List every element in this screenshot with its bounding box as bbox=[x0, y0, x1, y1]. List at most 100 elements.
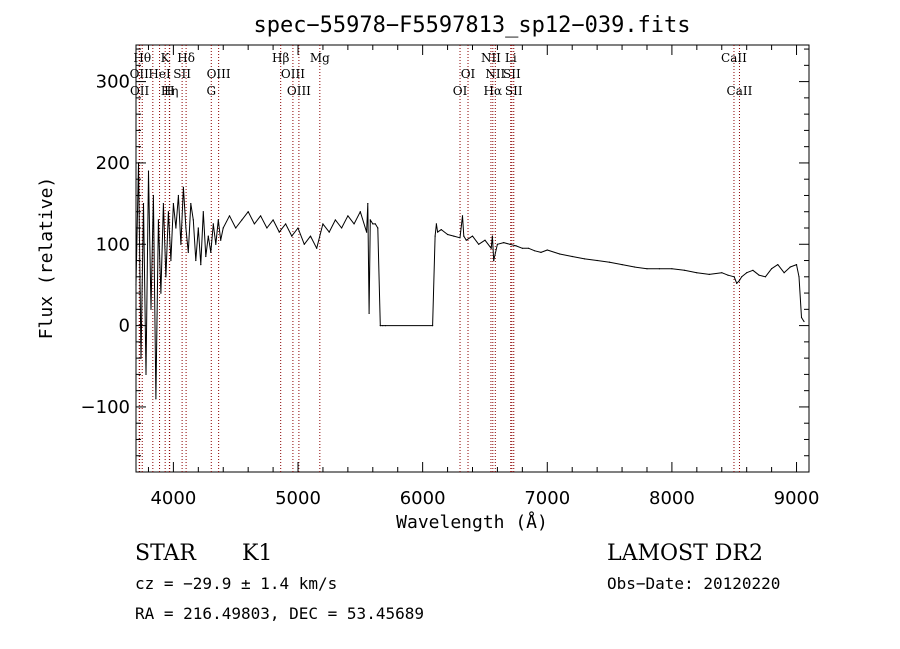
spectrum-point bbox=[220, 239, 222, 241]
spectrum-point bbox=[297, 227, 299, 229]
spectrum-point bbox=[777, 264, 779, 266]
spectrum-point bbox=[316, 247, 318, 249]
spectrum-point bbox=[496, 243, 498, 245]
obs-date-text: Obs−Date: 20120220 bbox=[607, 574, 780, 593]
y-tick-label: 100 bbox=[96, 234, 130, 255]
spectrum-point bbox=[447, 233, 449, 236]
emission-line-label: OII bbox=[130, 84, 150, 98]
spectrum-point bbox=[200, 264, 202, 266]
emission-line-label: CaII bbox=[727, 84, 753, 98]
emission-line-label: SII bbox=[173, 67, 191, 81]
emission-line-label: SII bbox=[503, 67, 521, 81]
spectrum-point bbox=[528, 247, 530, 249]
spectrum-point bbox=[384, 325, 386, 327]
spectrum-point bbox=[463, 235, 465, 237]
emission-line-label: Hα bbox=[484, 84, 503, 98]
classification-label: STAR bbox=[135, 541, 197, 566]
spectrum-point bbox=[738, 280, 740, 282]
spectrum-point bbox=[369, 219, 371, 221]
spectrum-point bbox=[353, 223, 355, 225]
emission-line-label: OIII bbox=[281, 67, 305, 81]
spectrum-point bbox=[212, 223, 214, 225]
spectrum-point bbox=[180, 243, 182, 245]
spectrum-point bbox=[155, 398, 157, 400]
spectrum-point bbox=[609, 261, 611, 263]
y-tick-label: 300 bbox=[96, 72, 130, 93]
spectrum-point bbox=[746, 272, 748, 274]
spectrum-point bbox=[165, 276, 167, 278]
emission-line-label: Hθ bbox=[133, 51, 151, 65]
spectrum-point bbox=[621, 264, 623, 266]
spectrum-point bbox=[546, 249, 548, 251]
x-axis-label: Wavelength (Å) bbox=[396, 511, 548, 533]
spectrum-point bbox=[222, 227, 224, 229]
spectrum-point bbox=[172, 203, 174, 205]
emission-line-label: Hδ bbox=[177, 51, 195, 65]
emission-line-label: OII bbox=[130, 67, 150, 81]
spectrum-point bbox=[379, 325, 381, 327]
x-tick-label: 4000 bbox=[150, 488, 196, 509]
spectrum-point bbox=[503, 242, 505, 244]
spectrum-point bbox=[509, 243, 511, 245]
x-tick-label: 7000 bbox=[524, 488, 570, 509]
spectrum-point bbox=[453, 235, 455, 237]
spectrum-point bbox=[135, 284, 137, 286]
spectrum-point bbox=[215, 243, 217, 245]
emission-line-label: H bbox=[164, 84, 174, 98]
spectrum-point bbox=[783, 272, 785, 274]
spectrum-point bbox=[633, 266, 636, 268]
emission-line-label: HeI bbox=[148, 67, 171, 81]
spectrum-point bbox=[596, 259, 598, 262]
spectrum-point bbox=[187, 251, 189, 253]
spectrum-point bbox=[309, 235, 312, 237]
spectrum-point bbox=[217, 219, 219, 221]
spectrum-point bbox=[303, 243, 305, 245]
emission-line-label: OIII bbox=[207, 67, 231, 81]
x-tick-label: 6000 bbox=[400, 488, 446, 509]
emission-line-markers bbox=[138, 45, 740, 472]
spectrum-point bbox=[160, 292, 162, 294]
spectrum-point bbox=[185, 227, 187, 229]
spectrum-point bbox=[367, 203, 369, 205]
spectrum-point bbox=[721, 272, 723, 274]
spectrum-point bbox=[207, 235, 209, 237]
spectrum-point bbox=[253, 223, 255, 225]
x-tick-label: 8000 bbox=[649, 488, 695, 509]
spectrum-point bbox=[247, 211, 249, 213]
spectrum-point bbox=[285, 223, 287, 225]
spectrum-point bbox=[696, 272, 698, 274]
spectrum-point bbox=[440, 229, 442, 231]
spectrum-point bbox=[235, 227, 237, 229]
spectrum-point bbox=[147, 170, 150, 172]
spectrum-point bbox=[167, 211, 169, 213]
emission-line-label: CaII bbox=[721, 51, 747, 65]
spectrum-point bbox=[798, 276, 800, 278]
spectrum-point bbox=[372, 223, 374, 225]
spectrum-point bbox=[736, 282, 738, 284]
spectrum-point bbox=[175, 227, 177, 229]
spectrum-point bbox=[334, 219, 336, 221]
spectrum-point bbox=[152, 194, 154, 197]
spectrum-point bbox=[192, 219, 194, 221]
spectrum-point bbox=[465, 239, 467, 241]
spectrum-point bbox=[228, 215, 231, 217]
spectrum-point bbox=[491, 235, 493, 237]
spectrum-point bbox=[377, 227, 379, 229]
spectrum-point bbox=[368, 312, 370, 314]
spectrum-point bbox=[359, 211, 361, 213]
survey-label: LAMOST DR2 bbox=[607, 541, 763, 566]
emission-line-label: Hβ bbox=[272, 51, 289, 65]
spectrum-point bbox=[162, 203, 164, 205]
spectrum-point bbox=[803, 320, 805, 323]
spectrum-point bbox=[534, 250, 536, 252]
x-tick-label: 9000 bbox=[774, 488, 820, 509]
spectrum-point bbox=[210, 251, 212, 253]
spectrum-point bbox=[658, 268, 661, 270]
spectrum-series bbox=[135, 162, 805, 400]
spectrum-point bbox=[197, 227, 199, 229]
spectrum-point bbox=[195, 259, 197, 262]
spectrum-point bbox=[190, 203, 192, 205]
spectrum-point bbox=[278, 231, 280, 233]
spectrum-point bbox=[571, 255, 573, 258]
